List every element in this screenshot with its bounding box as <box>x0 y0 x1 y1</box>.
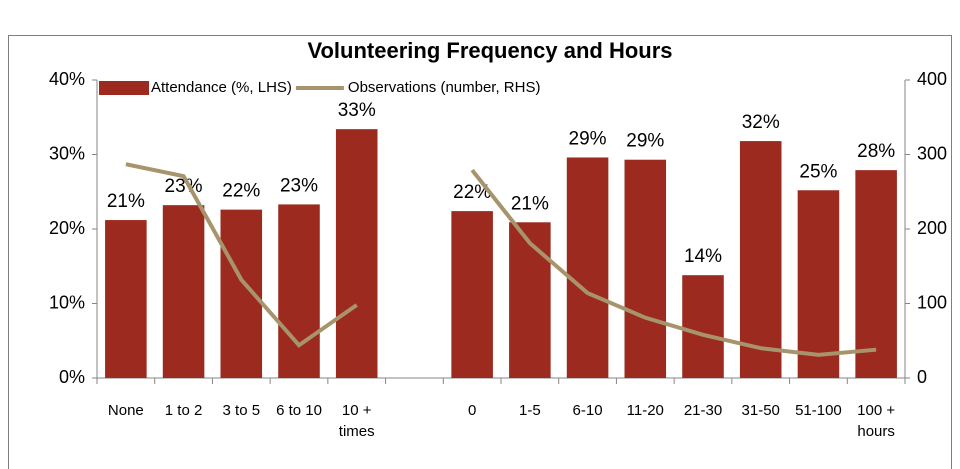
bar <box>739 141 782 378</box>
data-label: 21% <box>107 191 145 212</box>
y2-tick-label: 0 <box>917 367 927 387</box>
legend-label: Observations (number, RHS) <box>348 79 541 96</box>
data-label: 14% <box>684 246 722 267</box>
x-tick-label: None <box>107 402 144 419</box>
x-tick-label: 6 to 10 <box>276 402 322 419</box>
data-label: 21% <box>511 193 549 214</box>
bar <box>509 222 551 378</box>
x-tick-label: 10 + times <box>338 402 375 440</box>
data-label: 22% <box>453 182 491 203</box>
chart-title: Volunteering Frequency and Hours <box>307 38 672 63</box>
y-tick-label: 30% <box>49 143 85 163</box>
y2-tick-label: 400 <box>917 69 947 89</box>
x-tick-label: 21-30 <box>683 402 723 419</box>
bar <box>797 190 840 378</box>
bar <box>162 205 205 378</box>
bar <box>278 204 320 378</box>
x-tick-label: 0 <box>467 402 477 419</box>
x-tick-label: 3 to 5 <box>222 402 261 419</box>
x-tick-label: 11-20 <box>626 402 664 419</box>
data-label: 25% <box>799 161 837 182</box>
data-label: 23% <box>280 175 318 196</box>
x-tick-label: 31-50 <box>741 402 780 419</box>
bar <box>105 220 147 378</box>
data-label: 29% <box>569 128 607 149</box>
line <box>125 162 877 357</box>
x-tick-label: 100 + hours <box>857 402 896 440</box>
y-tick-label: 20% <box>49 218 85 238</box>
y2-tick-label: 100 <box>917 292 947 312</box>
bar <box>682 275 724 378</box>
y-tick-label: 0% <box>59 367 85 387</box>
x-tick-label: 6-10 <box>572 402 603 419</box>
bar <box>855 170 897 378</box>
data-label: 22% <box>222 181 260 202</box>
legend-label: Attendance (%, LHS) <box>151 79 292 96</box>
y2-tick-label: 300 <box>917 143 947 163</box>
data-label: 32% <box>742 112 780 133</box>
x-tick-label: 1-5 <box>519 402 541 419</box>
bar <box>566 157 609 378</box>
legend-swatch <box>99 81 149 95</box>
y2-tick-label: 200 <box>917 218 947 238</box>
data-label: 28% <box>857 141 895 162</box>
data-label: 33% <box>338 100 376 121</box>
bar <box>335 129 378 378</box>
y-tick-label: 40% <box>49 69 85 89</box>
x-tick-label: 1 to 2 <box>164 402 203 419</box>
x-tick-label: 51-100 <box>795 402 842 419</box>
bar <box>451 211 493 378</box>
y-tick-label: 10% <box>49 292 85 312</box>
data-label: 29% <box>626 131 664 152</box>
bar <box>624 159 667 378</box>
